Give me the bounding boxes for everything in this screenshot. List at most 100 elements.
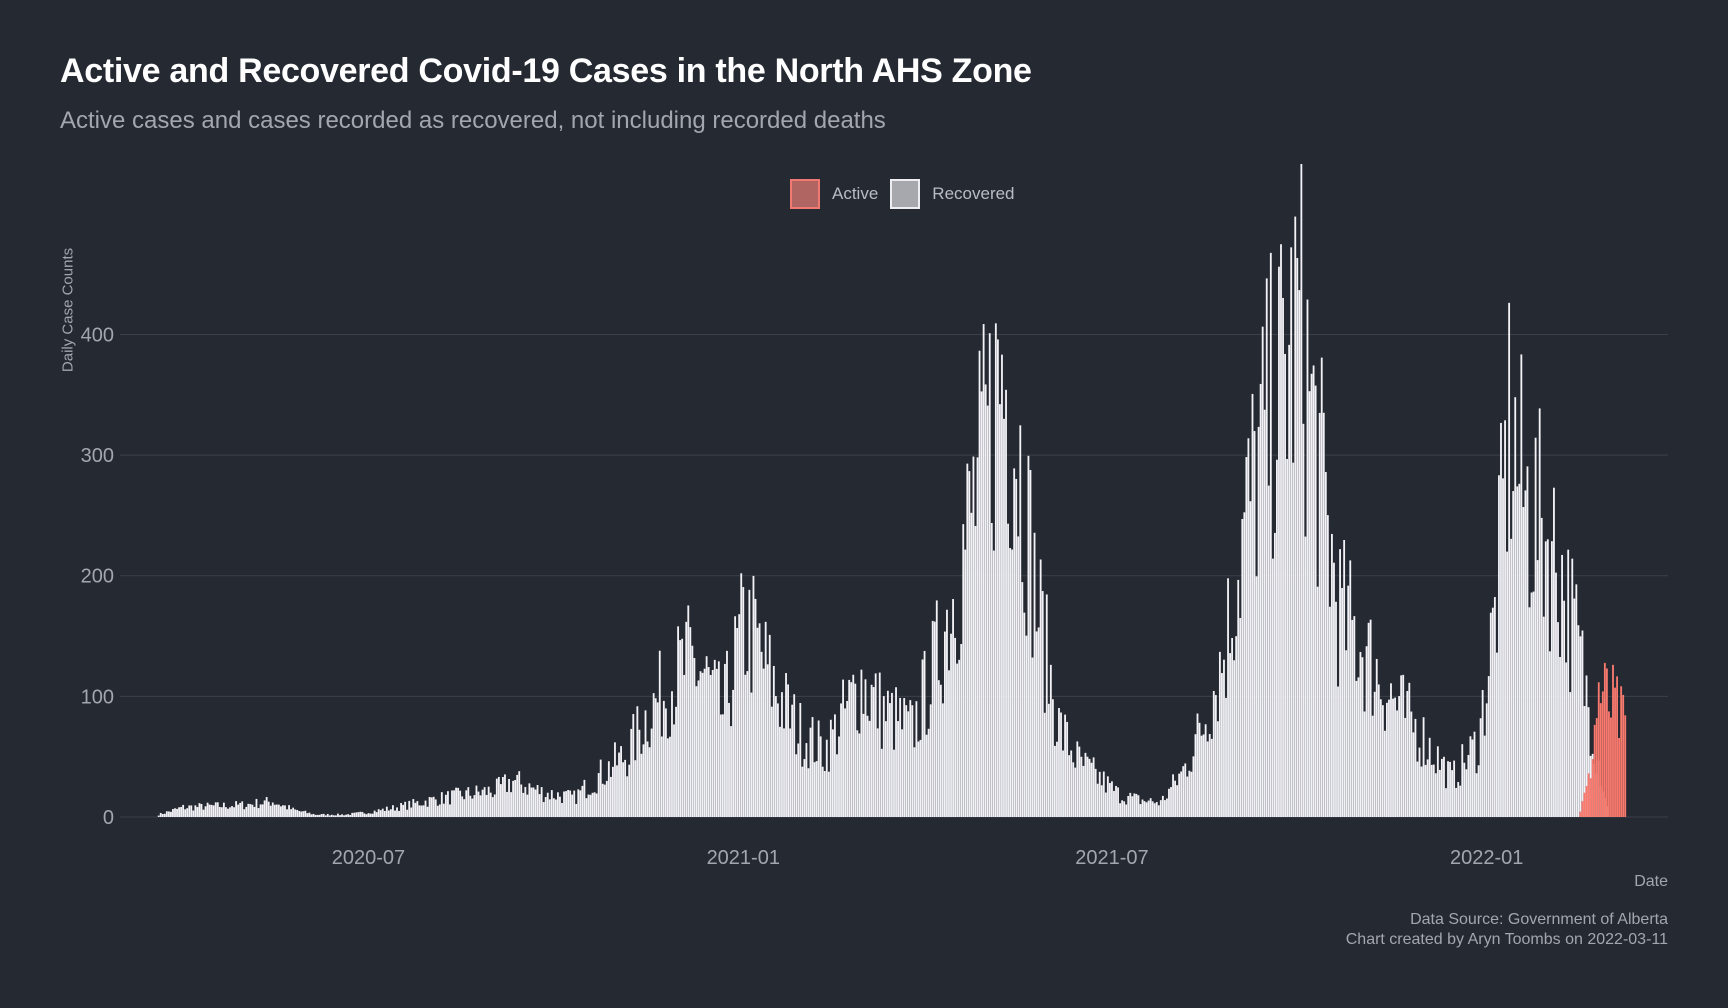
bar-recovered xyxy=(1304,536,1307,817)
bar-recovered xyxy=(1261,326,1264,817)
bar-recovered xyxy=(1310,373,1313,817)
bar-recovered xyxy=(838,736,840,817)
bar-recovered xyxy=(719,714,722,817)
bar-recovered xyxy=(607,761,610,817)
bar-recovered xyxy=(1098,771,1101,817)
bar-recovered xyxy=(1271,558,1274,817)
bar-recovered xyxy=(504,774,506,817)
bar-recovered xyxy=(1471,739,1474,817)
bar-recovered xyxy=(381,808,384,817)
bar-recovered xyxy=(1394,697,1396,817)
bar-recovered xyxy=(1571,558,1574,817)
bar-recovered xyxy=(1188,770,1191,817)
bar-recovered xyxy=(1383,730,1386,817)
bar-recovered xyxy=(781,692,783,817)
bar-recovered xyxy=(1465,769,1468,817)
bar-recovered xyxy=(518,771,521,817)
bar-recovered xyxy=(1524,490,1527,817)
bar-recovered xyxy=(1280,244,1282,817)
bar-recovered xyxy=(1414,718,1417,817)
bar-recovered xyxy=(616,765,618,817)
bar-recovered xyxy=(589,794,592,817)
bar-recovered xyxy=(341,814,343,817)
bar-recovered xyxy=(565,791,567,817)
bar-recovered xyxy=(165,811,168,817)
bar-recovered xyxy=(901,729,904,817)
bar-recovered xyxy=(656,702,659,817)
bar-recovered xyxy=(257,808,260,817)
bar-recovered xyxy=(726,650,728,817)
bar-recovered xyxy=(1090,762,1093,817)
bar-recovered xyxy=(707,667,710,817)
bar-recovered xyxy=(1438,769,1441,817)
bar-recovered xyxy=(267,801,270,817)
x-tick-label: 2020-07 xyxy=(332,847,405,869)
bar-recovered xyxy=(807,768,810,817)
bar-recovered xyxy=(247,803,250,817)
bar-recovered xyxy=(1204,724,1207,817)
bar-recovered xyxy=(204,806,207,817)
bar-recovered xyxy=(1422,717,1425,817)
bar-recovered xyxy=(202,809,205,817)
bar-recovered xyxy=(1210,738,1213,817)
bar-recovered xyxy=(1231,637,1234,817)
bar-recovered xyxy=(322,813,325,817)
bar-recovered xyxy=(1111,781,1113,817)
bar-recovered xyxy=(1013,468,1016,817)
bar-recovered xyxy=(526,794,529,817)
bar-recovered xyxy=(522,792,525,817)
bar-recovered xyxy=(1453,760,1456,817)
bar-recovered xyxy=(1577,625,1580,817)
bar-recovered xyxy=(1041,591,1044,817)
bar-recovered xyxy=(1504,420,1506,817)
bar-recovered xyxy=(1367,622,1370,817)
x-axis-label: Date xyxy=(1634,873,1668,890)
bar-recovered xyxy=(1506,551,1509,817)
bar-recovered xyxy=(1202,734,1205,817)
bar-recovered xyxy=(308,812,311,817)
bar-recovered xyxy=(1174,780,1177,817)
bar-recovered xyxy=(673,724,675,817)
bar-recovered xyxy=(658,650,661,817)
bar-recovered xyxy=(296,809,299,817)
bar-recovered xyxy=(925,734,928,817)
bar-recovered xyxy=(163,813,166,817)
bar-recovered xyxy=(210,804,213,817)
bar-recovered xyxy=(805,743,808,817)
bar-recovered xyxy=(801,766,804,817)
bar-recovered xyxy=(455,787,457,817)
bar-recovered xyxy=(422,805,425,817)
bar-recovered xyxy=(1062,750,1064,817)
bar-recovered xyxy=(546,792,549,817)
bar-recovered xyxy=(548,799,551,817)
bar-recovered xyxy=(748,589,751,817)
bar-recovered xyxy=(691,645,694,817)
bar-recovered xyxy=(1443,756,1445,817)
bars xyxy=(157,163,1627,818)
bar-recovered xyxy=(699,671,702,817)
bar-recovered xyxy=(764,621,767,817)
bar-recovered xyxy=(728,702,730,817)
bar-recovered xyxy=(1123,801,1126,817)
bar-recovered xyxy=(502,776,504,817)
bar-recovered xyxy=(923,650,926,817)
bar-recovered xyxy=(850,682,853,817)
bar-recovered xyxy=(754,598,757,817)
bar-recovered xyxy=(408,800,411,817)
bar-recovered xyxy=(941,703,944,817)
bar-recovered xyxy=(1308,391,1311,817)
bar-recovered xyxy=(666,738,669,817)
caption: Data Source: Government of Alberta Chart… xyxy=(1346,910,1668,950)
bar-recovered xyxy=(624,759,627,817)
bar-recovered xyxy=(1559,656,1561,817)
bar-recovered xyxy=(856,730,859,817)
bar-recovered xyxy=(1463,762,1466,817)
bar-recovered xyxy=(298,811,301,817)
bar-recovered xyxy=(1532,591,1535,817)
bar-recovered xyxy=(864,679,867,817)
bar-recovered xyxy=(1345,650,1348,817)
bar-recovered xyxy=(1375,658,1378,817)
bar-recovered xyxy=(1259,383,1262,817)
bar-recovered xyxy=(1449,761,1451,817)
